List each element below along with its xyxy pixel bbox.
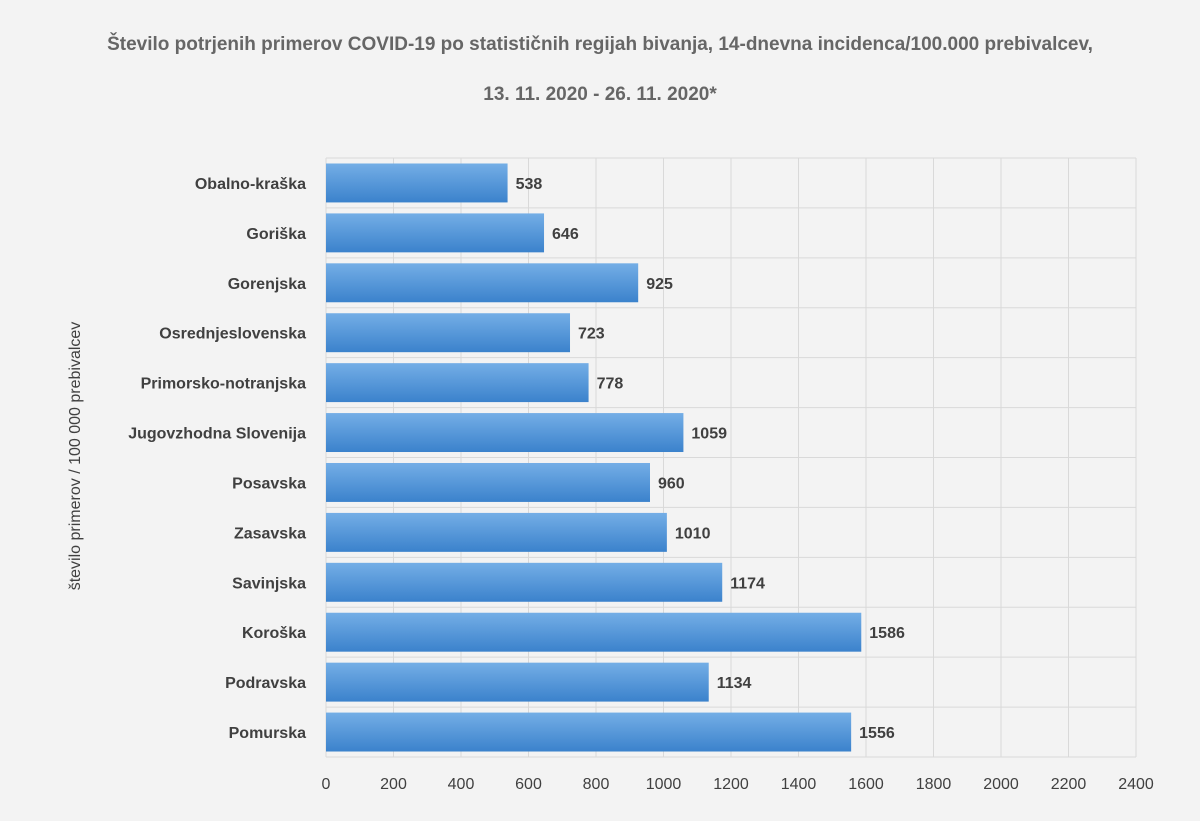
value-label: 1059 — [691, 426, 727, 443]
bar-4 — [326, 363, 589, 403]
value-label: 778 — [597, 376, 624, 393]
y-axis-title: število primerov / 100 000 prebivalcev — [67, 322, 84, 591]
chart-title: Število potrjenih primerov COVID-19 po s… — [107, 34, 1093, 55]
bar-3 — [326, 313, 571, 353]
bar-1 — [326, 213, 545, 253]
bar-8 — [326, 562, 723, 602]
bar-11 — [326, 712, 852, 752]
x-tick-label: 2200 — [1051, 776, 1087, 793]
x-tick-label: 1200 — [713, 776, 749, 793]
bar-6 — [326, 462, 650, 502]
category-label: Pomurska — [229, 725, 306, 742]
x-tick-label: 1000 — [646, 776, 682, 793]
value-label: 1174 — [730, 575, 765, 592]
x-tick-label: 800 — [583, 776, 610, 793]
x-tick-label: 400 — [448, 776, 475, 793]
x-tick-label: 0 — [322, 776, 331, 793]
value-label: 1586 — [869, 625, 905, 642]
bars — [326, 163, 862, 752]
value-label: 538 — [516, 176, 543, 193]
labels: 0 200 400 600 800 1000 1200 1400 1600 1800 2000 220… — [128, 176, 1154, 793]
category-label: Gorenjska — [228, 276, 306, 293]
category-label: Primorsko-notranjska — [141, 376, 306, 393]
category-label: Koroška — [242, 625, 306, 642]
x-tick-label: 200 — [380, 776, 407, 793]
chart-subtitle: 13. 11. 2020 - 26. 11. 2020* — [483, 84, 717, 105]
x-tick-label: 600 — [515, 776, 542, 793]
bar-10 — [326, 662, 709, 702]
x-tick-label: 1800 — [916, 776, 952, 793]
category-label: Goriška — [246, 226, 306, 243]
category-label: Obalno-kraška — [195, 176, 306, 193]
category-label: Zasavska — [234, 525, 306, 542]
value-label: 925 — [646, 276, 673, 293]
x-tick-label: 1600 — [848, 776, 884, 793]
value-label: 1134 — [717, 675, 752, 692]
category-label: Osrednjeslovenska — [159, 326, 306, 343]
category-label: Posavska — [232, 475, 306, 492]
value-label: 1010 — [675, 525, 711, 542]
bar-7 — [326, 512, 667, 552]
value-label: 960 — [658, 475, 685, 492]
bar-0 — [326, 163, 508, 203]
value-label: 1556 — [859, 725, 895, 742]
category-label: Jugovzhodna Slovenija — [128, 426, 306, 443]
bar-9 — [326, 612, 862, 652]
x-tick-label: 2000 — [983, 776, 1019, 793]
value-label: 723 — [578, 326, 605, 343]
category-label: Podravska — [225, 675, 306, 692]
x-tick-label: 2400 — [1118, 776, 1154, 793]
bar-2 — [326, 263, 639, 303]
grid-lines — [325, 157, 1137, 758]
bar-5 — [326, 413, 684, 453]
category-label: Savinjska — [232, 575, 306, 592]
x-tick-label: 1400 — [781, 776, 817, 793]
value-label: 646 — [552, 226, 579, 243]
